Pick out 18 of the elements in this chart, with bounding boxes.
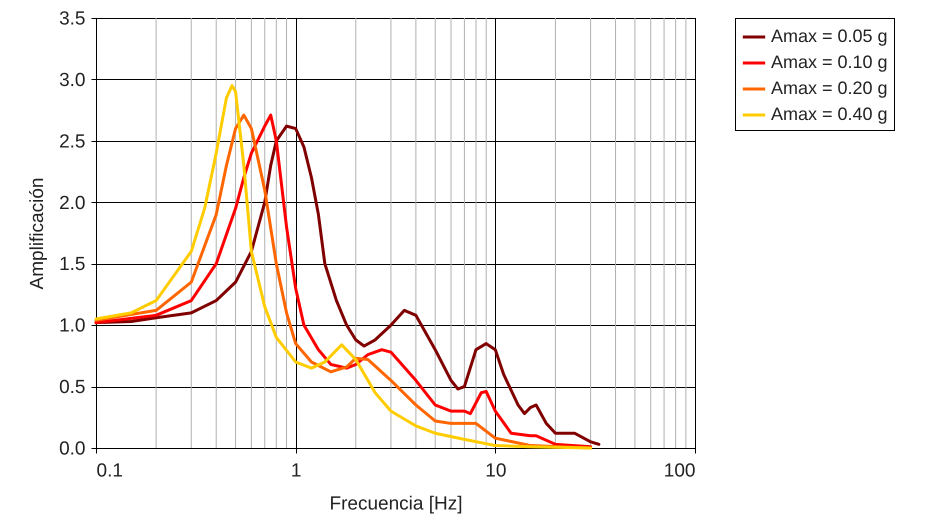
y-tick-label: 2.0 — [59, 192, 86, 214]
x-tick-label: 1 — [290, 460, 302, 482]
legend-label: Amax = 0.10 g — [771, 52, 888, 72]
y-tick-label: 0.5 — [59, 377, 86, 398]
y-tick-label: 3.0 — [59, 70, 86, 91]
y-tick-label: 1.5 — [59, 254, 86, 276]
legend-label: Amax = 0.20 g — [771, 78, 888, 98]
x-tick-label: 100 — [664, 460, 696, 482]
y-tick-label: 0.0 — [59, 438, 86, 460]
y-tick-label: 2.5 — [59, 131, 86, 152]
x-tick-label: 0.1 — [96, 460, 123, 482]
y-tick-label: 3.5 — [59, 8, 86, 30]
y-tick-label: 1.0 — [59, 316, 86, 337]
x-tick-label: 10 — [485, 460, 506, 482]
legend-label: Amax = 0.05 g — [771, 26, 888, 46]
x-axis-title: Frecuencia [Hz] — [329, 494, 463, 514]
y-axis-title: Amplificación — [27, 178, 48, 290]
legend-label: Amax = 0.40 g — [771, 104, 888, 124]
